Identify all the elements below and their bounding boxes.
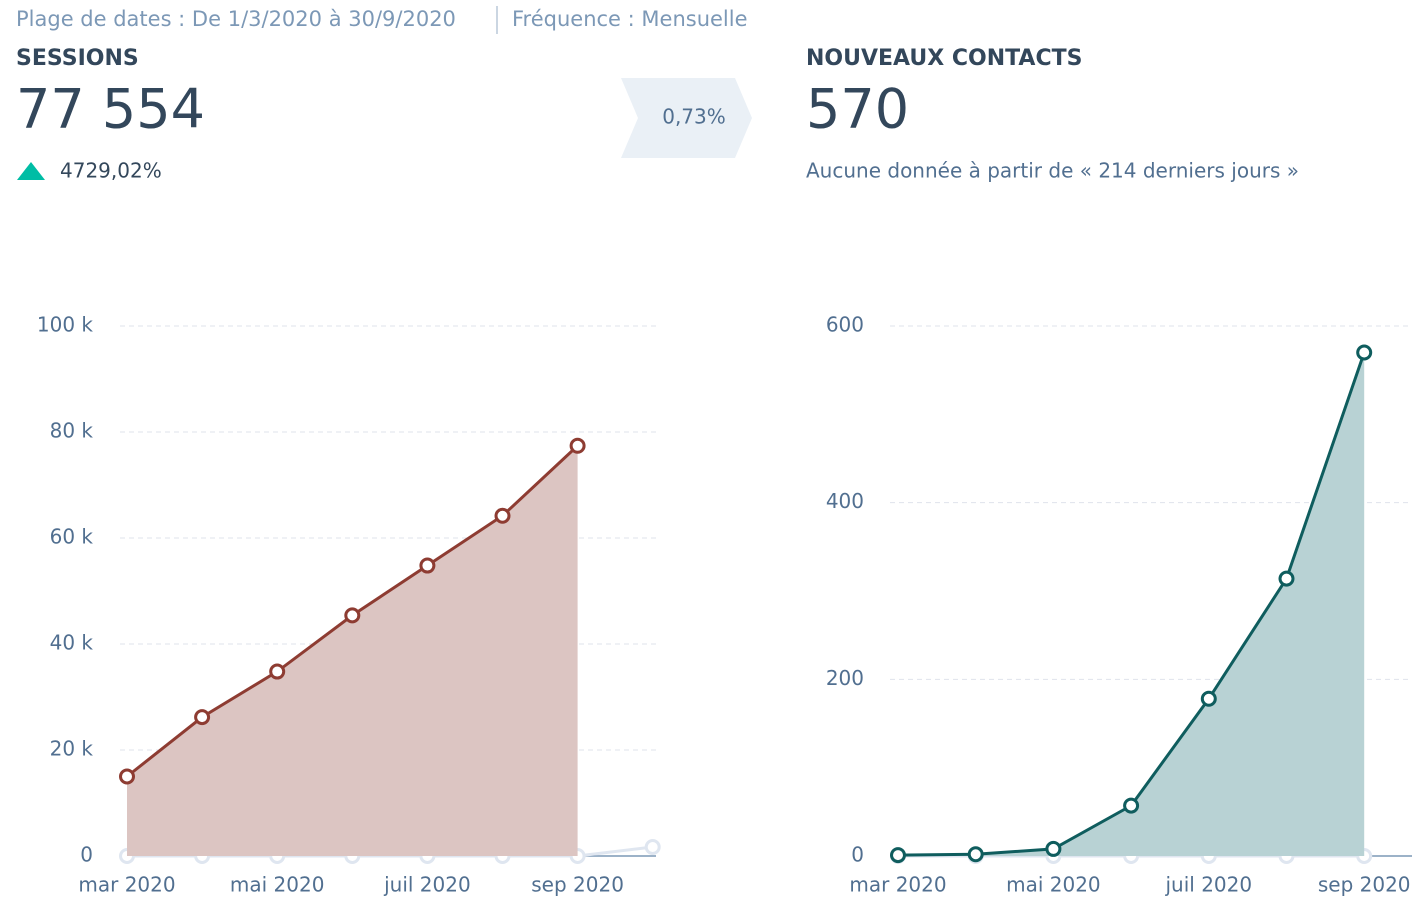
- point: [119, 768, 135, 785]
- x-tick-label: sep 2020: [1318, 873, 1411, 897]
- y-tick-label: 80 k: [50, 419, 94, 443]
- point: [890, 847, 906, 864]
- point: [569, 437, 586, 454]
- x-tick-label: mar 2020: [78, 873, 175, 897]
- area: [127, 445, 578, 856]
- point: [419, 557, 436, 574]
- comparison-rate: 0,73%: [662, 105, 726, 129]
- kpi-value: 77 554: [16, 78, 205, 141]
- point: [194, 709, 211, 726]
- kpi-label: SESSIONS: [16, 46, 139, 71]
- frequency: Fréquence : Mensuelle: [512, 7, 748, 31]
- y-tick-label: 400: [826, 489, 864, 513]
- point: [494, 507, 511, 524]
- point: [967, 846, 984, 863]
- y-tick-label: 20 k: [50, 737, 94, 761]
- y-tick-label: 0: [80, 843, 93, 867]
- y-tick-label: 600: [826, 313, 864, 337]
- x-tick-label: juil 2020: [383, 873, 471, 897]
- point: [1200, 690, 1217, 707]
- kpi-change: 4729,02%: [60, 159, 162, 183]
- x-tick-label: mar 2020: [849, 873, 946, 897]
- x-tick-label: mai 2020: [230, 873, 325, 897]
- kpi-value: 570: [806, 78, 909, 141]
- x-tick-label: juil 2020: [1164, 873, 1252, 897]
- up-icon: [17, 162, 45, 180]
- x-tick-label: mai 2020: [1006, 873, 1101, 897]
- point: [1045, 840, 1062, 857]
- comparison-arrow: [621, 78, 752, 158]
- point: [1356, 344, 1373, 361]
- kpi-note: Aucune donnée à partir de « 214 derniers…: [806, 159, 1299, 183]
- point: [1123, 797, 1140, 814]
- point: [1278, 570, 1295, 587]
- date-range: Plage de dates : De 1/3/2020 à 30/9/2020: [16, 7, 456, 31]
- y-tick-label: 200: [826, 666, 864, 690]
- y-tick-label: 0: [851, 843, 864, 867]
- y-tick-label: 100 k: [37, 313, 94, 337]
- point: [644, 838, 661, 855]
- y-tick-label: 60 k: [50, 525, 94, 549]
- kpi-label: NOUVEAUX CONTACTS: [806, 46, 1082, 71]
- point: [344, 607, 361, 624]
- y-tick-label: 40 k: [50, 631, 94, 655]
- point: [269, 663, 286, 680]
- x-tick-label: sep 2020: [531, 873, 624, 897]
- area: [898, 352, 1365, 856]
